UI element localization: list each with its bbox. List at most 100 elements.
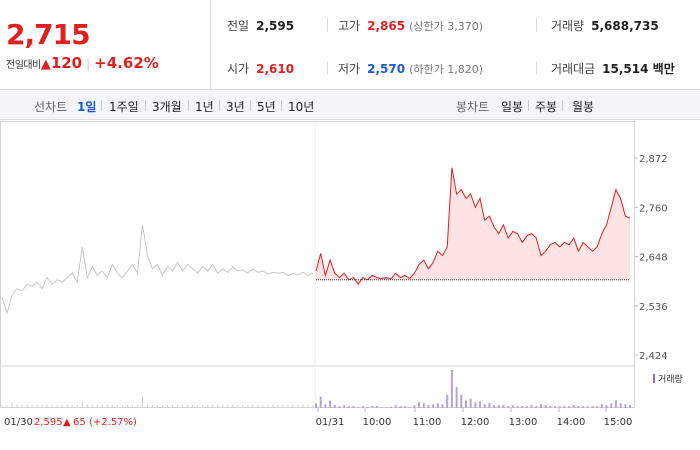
divider xyxy=(188,100,189,111)
prev-volume-bar xyxy=(6,405,8,408)
stat-value: 2,595 xyxy=(256,19,295,33)
volume-bar xyxy=(605,405,608,408)
volume-bar xyxy=(525,406,528,408)
volume-bar xyxy=(385,407,388,408)
volume-bar xyxy=(389,407,392,408)
stat-label: 전일 xyxy=(227,19,250,33)
prev-volume-bar xyxy=(197,405,199,408)
volume-bar xyxy=(600,404,603,408)
volume-bar xyxy=(366,407,369,408)
volume-legend: 거래량 xyxy=(653,373,683,385)
y-tick-label: 2,872 xyxy=(639,154,668,165)
volume-bar xyxy=(479,401,482,408)
prev-volume-bar xyxy=(307,405,309,408)
volume-bar xyxy=(446,394,449,408)
current-price-box: 2,715 전일대비▲120 | +4.62% xyxy=(0,0,211,90)
divider xyxy=(562,100,563,111)
x-tick-label: 01/31 xyxy=(316,417,345,428)
candle-weekly[interactable]: 주봉 xyxy=(535,100,558,114)
prev-volume-bar xyxy=(86,405,88,408)
volume-bar xyxy=(455,387,458,408)
volume-bar xyxy=(497,405,500,408)
candle-monthly[interactable]: 월봉 xyxy=(572,100,595,114)
volume-bar xyxy=(422,403,425,408)
volume-bar xyxy=(530,405,533,408)
volume-bar xyxy=(464,400,467,408)
price-change: 전일대비▲120 | +4.62% xyxy=(6,54,159,72)
upper-limit: (상한가 3,370) xyxy=(409,20,483,33)
x-tick-label: 15:00 xyxy=(604,417,633,428)
prev-volume-bar xyxy=(81,402,83,408)
prev-volume-bar xyxy=(61,405,63,408)
volume-bar xyxy=(577,406,580,408)
stat-high: 고가 2,865 (상한가 3,370) xyxy=(338,17,483,34)
volume-bar xyxy=(539,404,542,408)
prev-volume-bar xyxy=(16,405,18,408)
prev-volume-bar xyxy=(141,396,143,408)
prev-volume-bar xyxy=(106,405,108,408)
prev-day-series xyxy=(1,224,314,315)
prev-volume-bar xyxy=(237,405,239,408)
volume-bar xyxy=(460,394,463,408)
prev-volume-bar xyxy=(202,405,204,408)
volume-bar xyxy=(324,404,327,408)
stat-label: 거래대금 xyxy=(551,62,596,76)
volume-bar xyxy=(591,406,594,408)
period-3m[interactable]: 3개월 xyxy=(152,100,182,114)
volume-bar xyxy=(357,407,360,408)
period-5y[interactable]: 5년 xyxy=(257,100,276,114)
volume-bar xyxy=(375,406,378,408)
volume-bar xyxy=(413,405,416,408)
volume-bar xyxy=(558,406,561,408)
price-chart-svg: 2,872 2,760 2,648 2,536 2,424 01/31 10:00 11:0… xyxy=(0,121,683,428)
prev-volume-bar xyxy=(222,405,224,408)
y-tick-label: 2,424 xyxy=(639,351,668,362)
stat-low: 저가 2,570 (하한가 1,820) xyxy=(338,60,483,77)
prev-volume-bar xyxy=(312,405,314,408)
stat-prev-close: 전일 2,595 xyxy=(227,17,294,34)
period-1y[interactable]: 1년 xyxy=(195,100,214,114)
prev-volume-bar xyxy=(46,405,48,408)
y-tick-label: 2,536 xyxy=(639,302,668,313)
stat-label: 시가 xyxy=(227,62,250,76)
quote-summary: 2,715 전일대비▲120 | +4.62% 전일 2,595 고가 2,865 (상한… xyxy=(0,0,700,90)
volume-bar xyxy=(544,405,547,408)
today-line xyxy=(315,167,631,286)
prev-volume-bar xyxy=(31,405,33,408)
period-1d[interactable]: 1일 xyxy=(77,100,97,114)
candle-daily[interactable]: 일봉 xyxy=(501,100,524,114)
period-3y[interactable]: 3년 xyxy=(226,100,245,114)
prev-volume-bar xyxy=(177,405,179,408)
prev-volume-bar xyxy=(247,405,249,408)
price-chart: 2,872 2,760 2,648 2,536 2,424 01/31 10:00 11:0… xyxy=(0,121,700,450)
stat-label: 거래량 xyxy=(551,19,585,33)
volume-bar xyxy=(380,407,383,408)
volume-bar xyxy=(502,405,505,408)
volume-bar xyxy=(516,406,519,408)
prev-day-change: 65 xyxy=(73,417,86,428)
period-10y[interactable]: 10년 xyxy=(288,100,315,114)
stat-label: 고가 xyxy=(338,19,361,33)
divider xyxy=(219,100,220,111)
prev-volume-bar xyxy=(51,405,53,408)
x-tick-label: 13:00 xyxy=(509,417,538,428)
volume-bar xyxy=(614,400,617,408)
volume-bar xyxy=(399,406,402,408)
period-1w[interactable]: 1주일 xyxy=(109,100,139,114)
today-area-fill xyxy=(316,167,630,285)
volume-bar xyxy=(404,406,407,408)
volume-bar xyxy=(563,406,566,408)
prev-volume-bar xyxy=(212,405,214,408)
stat-label: 저가 xyxy=(338,62,361,76)
prev-volume-bar xyxy=(252,405,254,408)
prev-volume-bar xyxy=(121,405,123,408)
today-series xyxy=(315,167,631,286)
stat-value: 2,570 xyxy=(367,62,406,76)
volume-bar xyxy=(394,405,397,408)
divider xyxy=(250,100,251,111)
prev-day-line xyxy=(1,224,314,315)
divider xyxy=(281,100,282,111)
prev-volume-bar xyxy=(36,405,38,408)
prev-volume-bar xyxy=(172,405,174,408)
today-area xyxy=(316,167,630,285)
